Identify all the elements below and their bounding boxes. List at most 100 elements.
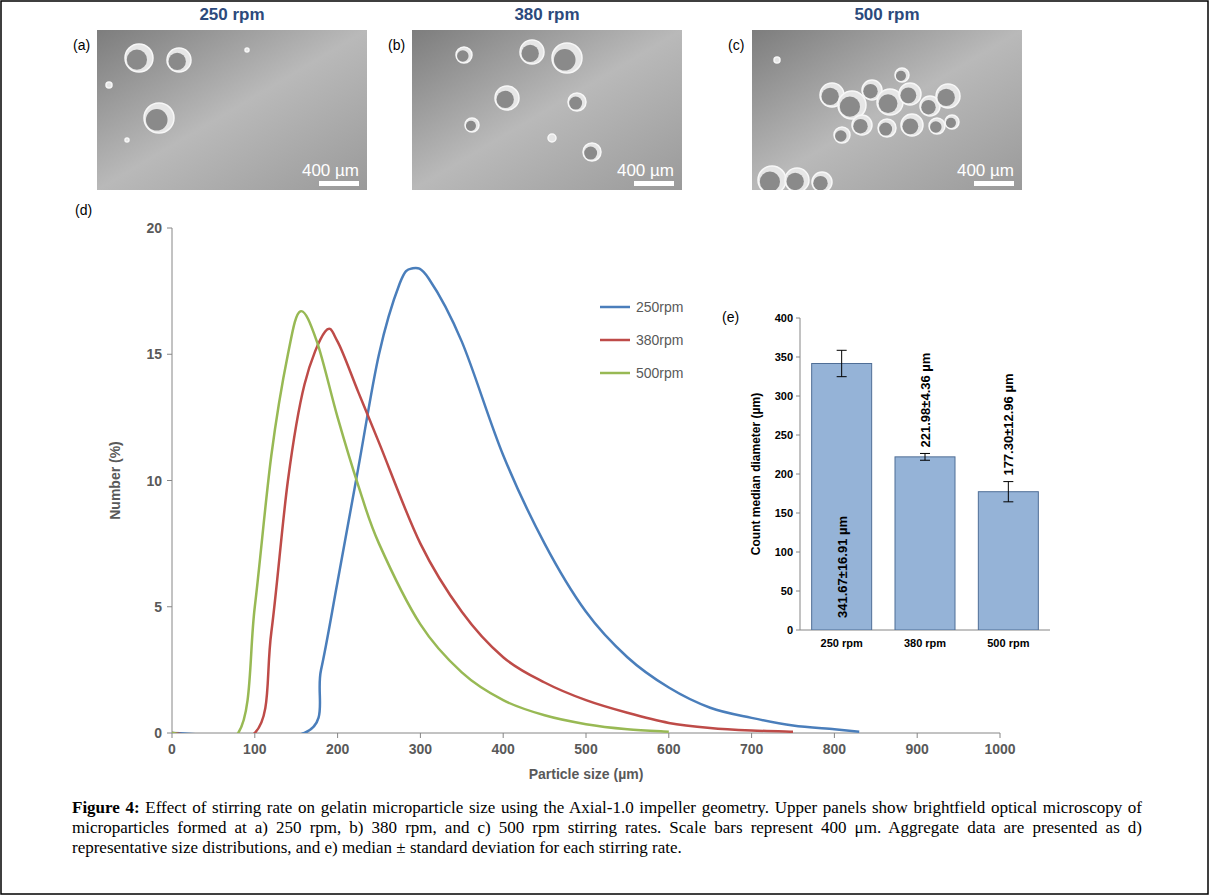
microparticle (929, 118, 945, 134)
x-tick-label: 600 (657, 741, 681, 757)
error-bar-cap (837, 350, 847, 351)
caption-label: Figure 4: (72, 798, 140, 817)
y-tick-label: 400 (775, 312, 793, 324)
legend-swatch (600, 372, 630, 375)
error-bar-cap (1003, 481, 1013, 482)
x-tick-label: 100 (243, 741, 267, 757)
microparticle-core (466, 121, 476, 131)
data-label: 177.30±12.96 µm (1001, 374, 1016, 476)
panel-letter: (e) (722, 309, 739, 325)
line-plot-area (172, 268, 859, 733)
y-tick-label: 15 (146, 346, 162, 362)
microparticle-core (863, 84, 877, 98)
data-label: 221.98±4.36 µm (918, 353, 933, 448)
microparticle-core (169, 53, 186, 70)
x-tick (751, 733, 752, 738)
panel-letter: (c) (728, 37, 744, 53)
y-tick-label: 20 (146, 220, 162, 236)
micrograph-background (97, 30, 367, 190)
microparticle (895, 68, 909, 82)
error-bar-cap (837, 376, 847, 377)
microparticle (901, 114, 923, 136)
microparticle-core (584, 147, 597, 160)
scale-bar (634, 181, 674, 186)
y-tick-label: 0 (787, 624, 793, 636)
microparticle (812, 172, 832, 190)
microparticle (465, 118, 479, 132)
x-tick-label: 400 (492, 741, 516, 757)
y-tick (796, 435, 800, 436)
panel-title: 500 rpm (854, 5, 919, 24)
x-tick-label: 250 rpm (821, 637, 863, 649)
microparticle-core (896, 71, 906, 81)
micrograph (97, 30, 367, 190)
x-tick-label: 700 (740, 741, 764, 757)
micrograph-background (752, 30, 1022, 190)
microparticle-core (554, 49, 576, 71)
x-tick-label: 800 (823, 741, 847, 757)
panel-letter: (d) (75, 202, 92, 218)
x-tick (420, 733, 421, 738)
microparticle (834, 127, 850, 143)
microparticle-core (569, 97, 582, 110)
bar (978, 492, 1038, 630)
y-tick-label: 0 (154, 725, 162, 741)
bar (812, 363, 872, 630)
panel-title: 250 rpm (199, 5, 264, 24)
microparticle (125, 138, 129, 142)
y-tick (796, 552, 800, 553)
microparticle-core (840, 97, 860, 117)
error-bar-stem (841, 350, 842, 376)
microparticle-core (879, 94, 898, 113)
microparticle (495, 86, 519, 110)
micrograph (752, 30, 1022, 190)
scale-bar (974, 181, 1014, 186)
x-tick-label: 1000 (984, 741, 1015, 757)
scale-bar (319, 181, 359, 186)
microparticle (456, 47, 472, 63)
microparticle (245, 48, 249, 52)
microparticle (167, 48, 191, 72)
microparticle (520, 40, 544, 64)
series-line (172, 329, 793, 733)
microparticle (548, 134, 556, 142)
legend-label: 380rpm (636, 332, 683, 348)
panel-letter: (a) (73, 37, 90, 53)
microparticle (785, 168, 809, 190)
x-tick-label: 300 (409, 741, 433, 757)
microparticle-core (902, 118, 918, 134)
error-bar (837, 350, 847, 376)
y-tick (167, 354, 172, 355)
series-line (172, 311, 669, 733)
x-tick-label: 500 rpm (987, 637, 1029, 649)
y-tick (796, 591, 800, 592)
error-bar-stem (1008, 482, 1009, 502)
y-tick (796, 318, 800, 319)
scale-bar-label: 400 µm (302, 161, 359, 180)
x-tick (1000, 733, 1001, 738)
y-tick (796, 513, 800, 514)
x-tick-label: 0 (168, 741, 176, 757)
error-bar (1003, 482, 1013, 502)
panel-title: 380 rpm (514, 5, 579, 24)
y-tick-label: 10 (146, 473, 162, 489)
microparticle-core (938, 89, 955, 106)
microparticle (583, 143, 601, 161)
x-tick-label: 380 rpm (904, 637, 946, 649)
microparticle (852, 115, 872, 135)
bar (895, 457, 955, 630)
microparticle (758, 166, 786, 190)
scale-bar-label: 400 µm (957, 161, 1014, 180)
error-bar-cap (1003, 501, 1013, 502)
bar-plot-area (812, 350, 1039, 630)
microparticle (936, 84, 960, 108)
x-tick (254, 733, 255, 738)
y-tick-label: 350 (775, 351, 793, 363)
series-line (172, 268, 859, 733)
panel-letter: (b) (388, 37, 405, 53)
y-tick-label: 100 (775, 546, 793, 558)
microparticle-core (813, 176, 827, 190)
x-axis-title: Particle size (µm) (529, 766, 644, 782)
microparticle-core (930, 121, 942, 133)
microparticle (945, 115, 959, 129)
